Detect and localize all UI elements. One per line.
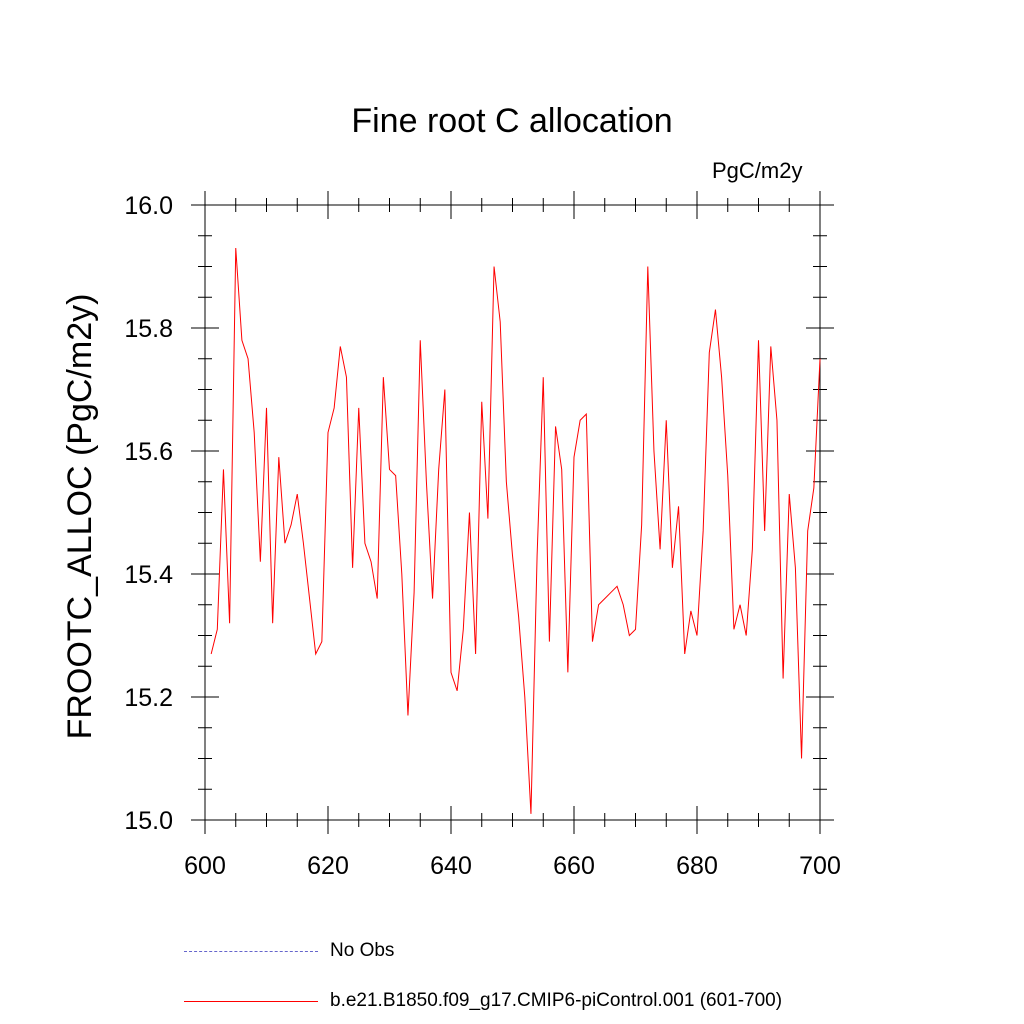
legend-item-picontrol: b.e21.B1850.f09_g17.CMIP6-piControl.001 …: [184, 990, 782, 1012]
plot-frame: [204, 204, 821, 821]
x-tick-label: 620: [307, 852, 349, 880]
legend-swatch-solid: [184, 1000, 318, 1002]
y-tick-label: 15.0: [124, 807, 173, 835]
legend-swatch-dashed: [184, 950, 318, 952]
legend-item-no-obs: No Obs: [184, 940, 394, 962]
legend-label-picontrol: b.e21.B1850.f09_g17.CMIP6-piControl.001 …: [330, 990, 783, 1011]
y-tick-label: 15.6: [124, 438, 173, 466]
x-tick-label: 640: [430, 852, 472, 880]
y-tick-label: 15.8: [124, 315, 173, 343]
y-tick-label: 15.4: [124, 561, 173, 589]
x-tick-label: 600: [184, 852, 226, 880]
y-axis-label: FROOTC_ALLOC (PgC/m2y): [61, 294, 99, 740]
x-tick-label: 700: [799, 852, 841, 880]
x-tick-label: 680: [676, 852, 718, 880]
units-label: PgC/m2y: [712, 158, 803, 183]
chart-title: Fine root C allocation: [351, 102, 673, 140]
y-tick-label: 16.0: [124, 192, 173, 220]
y-tick-label: 15.2: [124, 684, 173, 712]
series-line-picontrol: [210, 248, 821, 814]
x-tick-label: 660: [553, 852, 595, 880]
legend-label-no-obs: No Obs: [330, 940, 395, 961]
